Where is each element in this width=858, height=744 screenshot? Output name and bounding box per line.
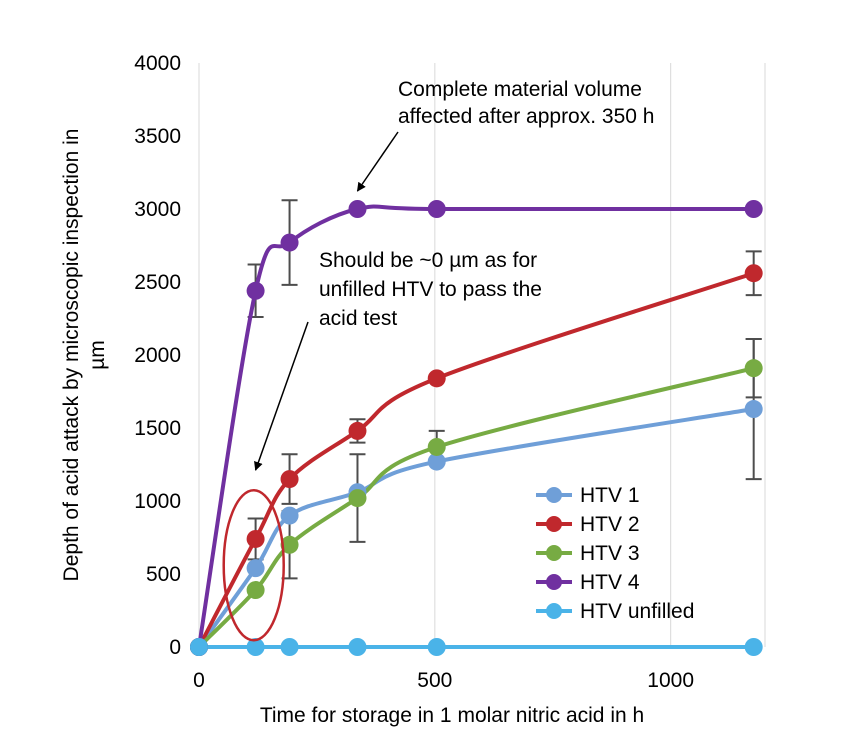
data-point-htv-2 <box>744 264 763 283</box>
y-axis-label-line-2: µm <box>86 340 109 370</box>
y-tick-label: 1500 <box>134 417 181 440</box>
legend-label: HTV unfilled <box>580 600 694 623</box>
y-tick-label: 0 <box>169 636 181 659</box>
data-point-htv-4 <box>744 200 763 218</box>
legend-label: HTV 1 <box>580 484 640 507</box>
annotation-arrow-1 <box>356 131 399 192</box>
y-tick-label: 2500 <box>134 271 181 294</box>
legend-swatch-marker <box>546 574 562 590</box>
annotation-arrow-2 <box>254 321 309 471</box>
legend-swatch-marker <box>546 487 562 503</box>
data-point-htv-unfilled <box>348 638 367 656</box>
data-point-htv-unfilled <box>280 638 299 656</box>
data-point-htv-4 <box>427 200 446 218</box>
data-point-htv-unfilled <box>246 638 265 656</box>
y-tick-labels: 0 500 1000 1500 2000 2500 3000 3500 4000 <box>134 52 181 659</box>
x-axis-label: Time for storage in 1 molar nitric acid … <box>260 704 644 727</box>
annotation-text-1-line: Complete material volume <box>398 78 642 101</box>
annotation-text-2-line: unfilled HTV to pass the <box>319 278 542 301</box>
annotation-text-2-line: acid test <box>319 307 397 330</box>
legend-label: HTV 3 <box>580 542 640 565</box>
gridlines <box>434 63 766 647</box>
legend-swatch-marker <box>546 545 562 561</box>
data-point-htv-1 <box>280 506 299 525</box>
data-point-htv-4 <box>280 233 299 252</box>
y-axis-label-line-1: Depth of acid attack by microscopic insp… <box>60 129 83 582</box>
data-point-htv-4 <box>348 200 367 218</box>
annotation-text-2-line: Should be ~0 µm as for <box>319 249 537 272</box>
legend-label: HTV 4 <box>580 571 640 594</box>
highlight-ellipse <box>222 488 285 642</box>
data-point-htv-2 <box>280 470 299 489</box>
data-point-htv-3 <box>280 535 299 554</box>
legend-label: HTV 2 <box>580 513 640 536</box>
data-point-htv-3 <box>348 489 367 508</box>
x-tick-labels: 0 500 1000 <box>193 669 694 692</box>
legend-swatch-marker <box>546 516 562 532</box>
series-line-htv-4 <box>197 204 754 648</box>
y-tick-label: 500 <box>146 563 181 586</box>
data-point-htv-unfilled <box>427 638 446 656</box>
x-tick-label: 1000 <box>647 669 694 692</box>
legend: HTV 1 HTV 2 HTV 3 HTV 4 HTV unfilled <box>536 484 694 623</box>
y-tick-label: 4000 <box>134 52 181 75</box>
x-tick-label: 500 <box>417 669 452 692</box>
annotation-text-1-line: affected after approx. 350 h <box>398 105 654 128</box>
y-tick-label: 1000 <box>134 490 181 513</box>
series-markers <box>190 200 763 656</box>
data-point-htv-1 <box>427 452 446 471</box>
y-tick-label: 3500 <box>134 125 181 148</box>
annotations: Complete material volume affected after a… <box>222 78 654 642</box>
data-point-htv-2 <box>427 369 446 388</box>
data-point-htv-unfilled <box>744 638 763 656</box>
data-point-htv-1 <box>744 400 763 419</box>
data-point-htv-2 <box>246 529 265 548</box>
data-point-htv-2 <box>348 421 367 440</box>
y-tick-label: 3000 <box>134 198 181 221</box>
legend-swatch-marker <box>546 603 562 619</box>
data-point-htv-3 <box>246 581 265 600</box>
y-tick-label: 2000 <box>134 344 181 367</box>
data-point-htv-3 <box>427 437 446 456</box>
data-point-htv-1 <box>246 559 265 578</box>
data-point-htv-3 <box>744 359 763 378</box>
data-point-htv-4 <box>246 281 265 300</box>
data-point-htv-unfilled <box>190 638 208 656</box>
x-tick-label: 0 <box>193 669 205 692</box>
